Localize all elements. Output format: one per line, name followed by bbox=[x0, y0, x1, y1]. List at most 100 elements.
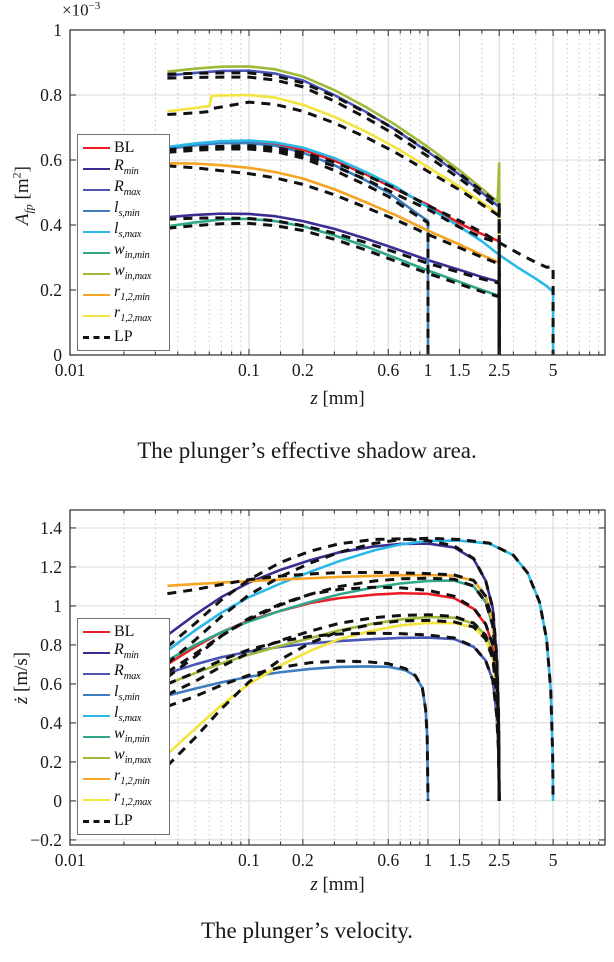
series-ls-min-lp-line bbox=[166, 659, 430, 801]
y-tick-label: 0 bbox=[53, 345, 62, 365]
legend-item-r12-min: r1,2,min bbox=[83, 767, 169, 790]
legend-swatch-bl bbox=[83, 630, 110, 633]
legend-area-plot: BL Rmin Rmax ls,min ls,max win,min win,max r1,2… bbox=[77, 134, 170, 351]
x-tick-label: 5 bbox=[549, 850, 558, 870]
legend-label-r12-max: r1,2,max bbox=[114, 788, 152, 809]
legend-swatch-bl bbox=[83, 146, 110, 149]
series-ls-max-line bbox=[167, 139, 555, 355]
legend-label-ls-min: ls,min bbox=[114, 198, 140, 219]
x-tick-label: 0.2 bbox=[292, 360, 314, 380]
legend-label-r-min: Rmin bbox=[114, 640, 139, 661]
y-tick-label: 0.2 bbox=[40, 752, 62, 772]
series-r-max-lp-line bbox=[167, 75, 501, 355]
x-tick-label: 1.5 bbox=[449, 360, 471, 380]
vel-y-unit: [m/s] bbox=[11, 651, 32, 692]
series-r-min-lp-line bbox=[167, 216, 501, 355]
x-tick-label: 2.5 bbox=[488, 360, 510, 380]
y-tick-label: 0.8 bbox=[40, 635, 62, 655]
legend-swatch-win-min bbox=[83, 736, 110, 739]
x-unit: [mm] bbox=[322, 874, 365, 895]
series-win-min-line bbox=[167, 217, 501, 355]
y-axis-label-area: Afp [m2] bbox=[9, 141, 36, 251]
x-tick-label: 0.6 bbox=[377, 360, 399, 380]
legend-item-bl: BL bbox=[83, 621, 169, 642]
x-tick-label: 0.6 bbox=[377, 850, 399, 870]
series-win-min-line bbox=[166, 579, 501, 801]
legend-label-bl: BL bbox=[114, 622, 135, 640]
y-tick-label: 0.4 bbox=[40, 215, 62, 235]
legend-item-lp: LP bbox=[83, 811, 169, 832]
x-tick-label: 0.01 bbox=[55, 850, 86, 870]
series-r12-min-lp-line bbox=[167, 164, 501, 355]
legend-label-win-min: win,min bbox=[114, 724, 150, 746]
x-tick-label: 1 bbox=[424, 360, 433, 380]
axes-box bbox=[69, 509, 606, 846]
x-tick-label: 0.1 bbox=[238, 850, 260, 870]
legend-swatch-ls-max bbox=[83, 714, 110, 717]
y-tick-label: 0 bbox=[53, 791, 62, 811]
series-r12-max-line bbox=[167, 93, 501, 355]
legend-item-win-max: win,max bbox=[83, 747, 169, 769]
series-win-max-lp-line bbox=[167, 71, 501, 355]
series-r12-min-line bbox=[167, 161, 501, 355]
legend-item-ls-max: ls,max bbox=[83, 220, 169, 242]
legend-item-r-max: Rmax bbox=[83, 178, 169, 200]
legend-swatch-ls-min bbox=[83, 693, 110, 696]
legend-item-ls-max: ls,max bbox=[83, 704, 169, 726]
x-tick-label: 0.2 bbox=[292, 850, 314, 870]
y-tick-label: 1 bbox=[53, 20, 62, 40]
x-axis-label-area: z [mm] bbox=[70, 388, 605, 410]
series-ls-max-lp-line bbox=[166, 536, 555, 801]
legend-item-r12-min: r1,2,min bbox=[83, 284, 169, 306]
series-win-min-lp-line bbox=[166, 576, 501, 801]
axes-box bbox=[69, 29, 606, 356]
area-y-unit-sup: 2 bbox=[9, 172, 24, 179]
caption-velocity: The plunger’s velocity. bbox=[200, 918, 414, 943]
legend-swatch-r-max bbox=[83, 672, 110, 675]
caption-shadow-area: The plunger’s effective shadow area. bbox=[137, 438, 477, 463]
y-tick-label: 1.2 bbox=[40, 557, 62, 577]
series-ls-min-line bbox=[167, 665, 430, 801]
x-tick-label: 1.5 bbox=[449, 850, 471, 870]
y-tick-label: −0.2 bbox=[30, 830, 62, 850]
legend-swatch-lp bbox=[83, 819, 110, 823]
vel-y-var: ż bbox=[11, 696, 32, 705]
series-r-min-lp-line bbox=[166, 537, 501, 801]
legend-item-ls-min: ls,min bbox=[83, 682, 169, 705]
series-r12-min-lp-line bbox=[167, 570, 501, 801]
y-tick-label: 1 bbox=[53, 596, 62, 616]
area-y-var: A bbox=[11, 213, 33, 226]
legend-item-ls-min: ls,min bbox=[83, 198, 169, 221]
series-r-min-line bbox=[167, 212, 501, 355]
legend-item-win-min: win,min bbox=[83, 724, 169, 748]
x-var: z bbox=[310, 388, 318, 409]
legend-label-r12-min: r1,2,min bbox=[114, 767, 150, 788]
y-tick-label: 0.8 bbox=[40, 85, 62, 105]
legend-swatch-r-min bbox=[83, 167, 110, 170]
series-r-max-line bbox=[166, 636, 501, 801]
x-tick-label: 0.01 bbox=[55, 360, 86, 380]
x-unit: [mm] bbox=[322, 388, 365, 409]
legend-swatch-ls-min bbox=[83, 209, 110, 212]
legend-item-win-min: win,min bbox=[83, 240, 169, 264]
series-r12-max-line bbox=[166, 621, 501, 801]
legend-swatch-win-max bbox=[83, 273, 110, 276]
legend-label-ls-min: ls,min bbox=[114, 682, 140, 703]
x-axis-label-velocity: z [mm] bbox=[70, 874, 605, 896]
chart-group: 0 0.2 0.4 0.6 0.8 1 0.01 0.1 0.2 0.6 1 1.5 2.5 5 bbox=[40, 20, 606, 380]
legend-label-lp: LP bbox=[114, 328, 133, 346]
y-axis-label-velocity: ż [m/s] bbox=[11, 628, 33, 728]
legend-label-r-min: Rmin bbox=[114, 156, 139, 177]
y-tick-label: 0.2 bbox=[40, 280, 62, 300]
legend-swatch-lp bbox=[83, 335, 110, 339]
series-ls-min-lp-line bbox=[167, 147, 430, 355]
legend-label-win-min: win,min bbox=[114, 240, 150, 262]
legend-velocity-plot: BL Rmin Rmax ls,min ls,max win,min win,max r1,2… bbox=[77, 618, 170, 835]
series-win-min-lp-line bbox=[167, 221, 501, 355]
legend-item-r-min: Rmin bbox=[83, 640, 169, 663]
series-ls-min-line bbox=[167, 141, 430, 355]
legend-item-r12-max: r1,2,max bbox=[83, 788, 169, 811]
x-tick-label: 1 bbox=[424, 850, 433, 870]
legend-item-win-max: win,max bbox=[83, 263, 169, 285]
